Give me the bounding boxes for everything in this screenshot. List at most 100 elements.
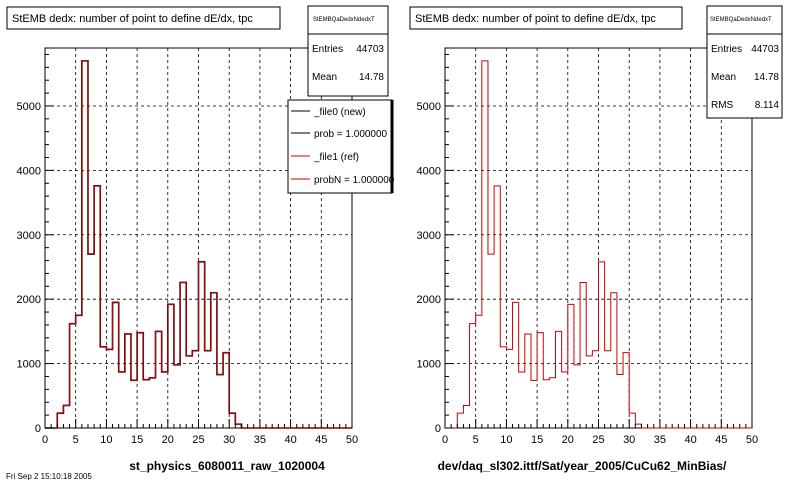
y-tick-label: 1000 (417, 359, 441, 371)
right-stats-rms-value: 8.114 (755, 100, 780, 111)
x-tick-label: 0 (442, 434, 448, 446)
right-pad: 0 5 10 15 20 25 30 35 40 45 50 0 1000 2000 3000 4000 50… (409, 5, 783, 473)
right-stats-mean-value: 14.78 (754, 72, 779, 83)
histogram-bin (623, 353, 629, 428)
histogram-bin (143, 380, 149, 428)
histogram-bin (635, 424, 641, 428)
x-tick-label: 25 (592, 434, 604, 446)
histogram-bin (180, 282, 186, 428)
y-tick-label: 5000 (17, 101, 41, 113)
histogram-bin (156, 331, 162, 428)
x-tick-label: 30 (623, 434, 635, 446)
histogram-bin (70, 324, 76, 428)
legend-label-file0: _file0 (new) (313, 107, 366, 118)
histogram-bin (217, 375, 223, 428)
histogram-bin (199, 262, 205, 428)
x-tick-label: 45 (315, 434, 327, 446)
x-tick-label: 35 (654, 434, 666, 446)
histogram-bin (168, 304, 174, 428)
right-series (445, 60, 752, 429)
histogram-bin (82, 61, 88, 428)
histogram-bin (611, 293, 617, 428)
x-tick-label: 20 (562, 434, 574, 446)
histogram-bin (568, 304, 574, 428)
right-x-axis-label: dev/daq_sl302.ittf/Sat/year_2005/CuCu62_… (438, 459, 727, 473)
y-tick-label: 2000 (17, 294, 41, 306)
histogram-bin (125, 334, 131, 428)
x-tick-label: 45 (715, 434, 727, 446)
histogram-bin (63, 405, 69, 428)
histogram-bin (106, 349, 112, 428)
left-x-axis-label: st_physics_6080011_raw_1020004 (129, 459, 325, 473)
x-tick-label: 15 (531, 434, 543, 446)
histogram-bin (88, 254, 94, 428)
left-series-ref (45, 60, 352, 429)
right-stats-box: StEMBQaDedxNdedxT Entries 44703 Mean 14.… (706, 5, 783, 119)
y-tick-label: 3000 (417, 230, 441, 242)
left-stats-box: StEMBQaDedxNdedxT Entries 44703 Mean 14.… (307, 5, 389, 97)
histogram-bin (629, 413, 635, 428)
histogram-bin (211, 293, 217, 428)
histogram-bin (223, 353, 229, 428)
left-chart-title: StEMB dedx: number of point to define dE… (12, 13, 253, 25)
histogram-series (445, 60, 752, 429)
histogram-bin (543, 380, 549, 428)
x-tick-label: 20 (162, 434, 174, 446)
y-tick-label: 1000 (17, 359, 41, 371)
histogram-bin (137, 333, 143, 428)
left-legend: _file0 (new) prob = 1.000000 _file1 (ref… (287, 99, 395, 194)
histogram-bin (513, 302, 519, 428)
histogram-bin (531, 380, 537, 428)
histogram-bin (470, 324, 476, 428)
histogram-bin (229, 413, 235, 428)
histogram-bin (549, 378, 555, 428)
x-tick-label: 0 (42, 434, 48, 446)
histogram-bin (113, 302, 119, 428)
x-tick-label: 35 (254, 434, 266, 446)
left-stats-entries-label: Entries (312, 44, 343, 55)
y-tick-label: 4000 (17, 165, 41, 177)
left-title-box (6, 6, 281, 30)
right-stats-name: StEMBQaDedxNdedxT (710, 17, 772, 23)
left-y-ticks: 0 1000 2000 3000 4000 5000 (17, 53, 54, 435)
histogram-bin (580, 282, 586, 428)
right-stats-mean-label: Mean (711, 72, 736, 83)
right-title-box (409, 6, 683, 30)
left-x-ticks: 0 5 10 15 20 25 30 35 40 45 50 (42, 419, 358, 446)
histogram-bin (205, 351, 211, 428)
left-stats-entries-value: 44703 (356, 44, 384, 55)
histogram-bin (119, 372, 125, 428)
histogram-bin (457, 413, 463, 428)
legend-label-file1: _file1 (ref) (313, 152, 359, 163)
x-tick-label: 40 (284, 434, 296, 446)
histogram-bin (94, 186, 100, 428)
histogram-bin (174, 365, 180, 428)
histogram-bin (617, 375, 623, 428)
x-tick-label: 10 (100, 434, 112, 446)
right-plot-frame (444, 47, 753, 429)
histogram-bin (599, 262, 605, 428)
x-tick-label: 40 (684, 434, 696, 446)
histogram-bin (506, 349, 512, 428)
histogram-bin (162, 372, 168, 428)
right-y-ticks: 0 1000 2000 3000 4000 5000 (417, 53, 454, 435)
histogram-bin (192, 351, 198, 428)
left-stats-name: StEMBQaDedxNdedxT (313, 17, 375, 23)
x-tick-label: 5 (473, 434, 479, 446)
histogram--file1-ref- (45, 60, 352, 429)
histogram-bin (57, 413, 63, 428)
histogram-bin (488, 254, 494, 428)
histogram-bin (149, 378, 155, 428)
x-tick-label: 5 (73, 434, 79, 446)
y-tick-label: 3000 (17, 230, 41, 242)
legend-label-probn: probN = 1.000000 (314, 175, 395, 186)
y-tick-label: 0 (435, 423, 441, 435)
x-tick-label: 50 (346, 434, 358, 446)
histogram-bin (494, 186, 500, 428)
histogram-bin (562, 372, 568, 428)
right-stats-entries-label: Entries (711, 44, 742, 55)
x-tick-label: 30 (223, 434, 235, 446)
y-tick-label: 0 (35, 423, 41, 435)
histogram-bin (556, 331, 562, 428)
